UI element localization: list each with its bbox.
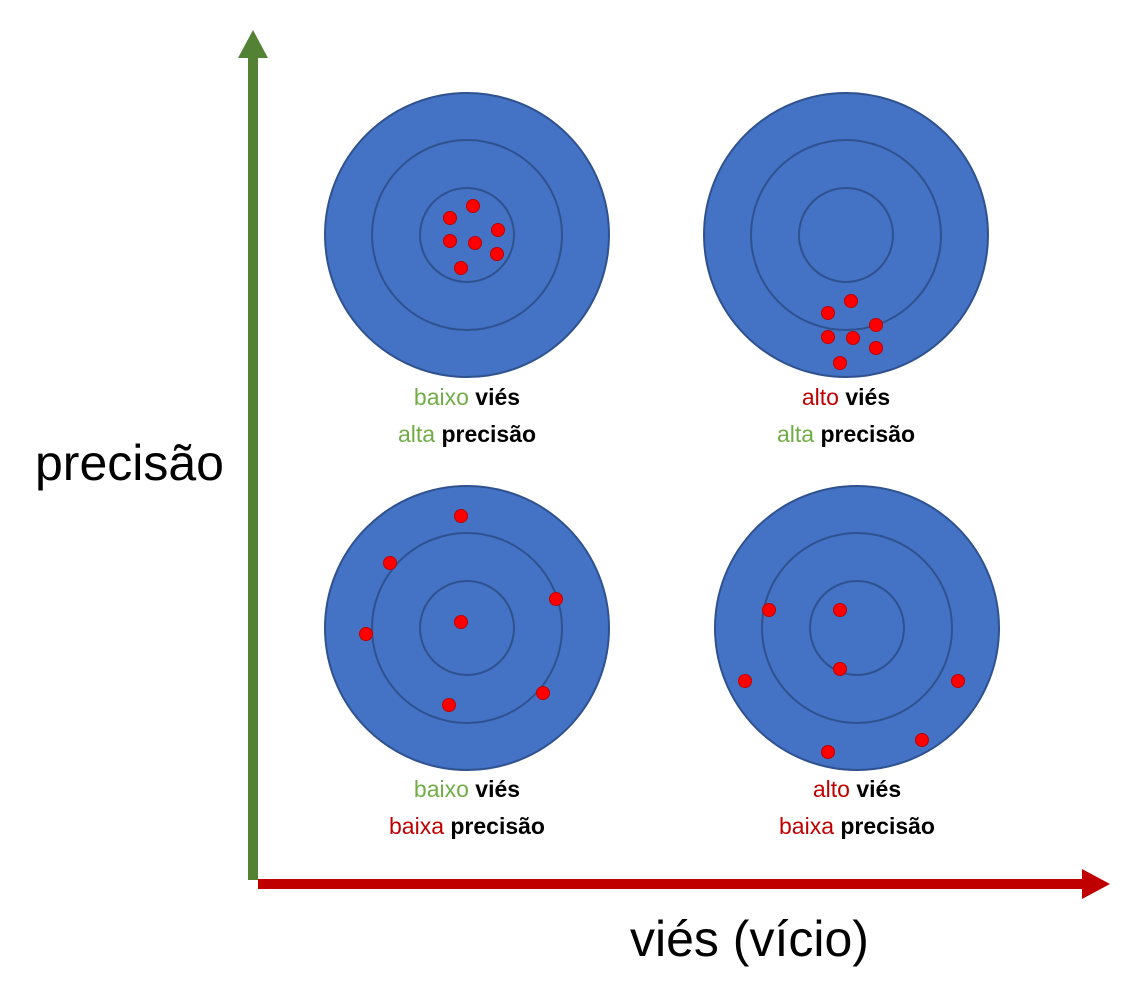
x-axis-arrowhead: [1082, 869, 1110, 899]
x-axis: [258, 869, 1110, 899]
target-outer-ring: [324, 485, 610, 771]
hit-mark: [833, 662, 847, 676]
precision-level: baixa: [779, 813, 834, 839]
precision-noun: precisão: [840, 813, 935, 839]
target-inner-ring: [798, 187, 894, 283]
target-outer-ring: [703, 92, 989, 378]
hit-mark: [466, 199, 480, 213]
bias-level: alto: [802, 384, 839, 410]
target-outer-ring: [324, 92, 610, 378]
hit-mark: [951, 674, 965, 688]
target-panel-low-bias-low-precision: baixo viés baixa precisão: [324, 485, 610, 839]
caption-precision-line: alta precisão: [398, 421, 536, 447]
y-axis: [238, 30, 268, 880]
target-middle-ring: [371, 532, 563, 724]
caption-bias-line: alto viés: [813, 776, 901, 802]
hit-mark: [442, 698, 456, 712]
hit-mark: [821, 306, 835, 320]
bias-noun: viés: [475, 384, 520, 410]
target-inner-ring: [809, 580, 905, 676]
bias-noun: viés: [856, 776, 901, 802]
hit-mark: [833, 603, 847, 617]
target-middle-ring: [371, 139, 563, 331]
precision-noun: precisão: [450, 813, 545, 839]
bias-level: alto: [813, 776, 850, 802]
caption-precision-line: alta precisão: [777, 421, 915, 447]
hit-mark: [454, 261, 468, 275]
hit-mark: [844, 294, 858, 308]
target-middle-ring: [750, 139, 942, 331]
hit-mark: [491, 223, 505, 237]
precision-level: alta: [398, 421, 435, 447]
target-outer-ring: [714, 485, 1000, 771]
hit-mark: [846, 331, 860, 345]
hit-mark: [443, 211, 457, 225]
hit-mark: [359, 627, 373, 641]
bias-noun: viés: [845, 384, 890, 410]
hit-mark: [536, 686, 550, 700]
hit-mark: [738, 674, 752, 688]
caption-bias-line: baixo viés: [414, 776, 520, 802]
precision-level: alta: [777, 421, 814, 447]
hit-mark: [454, 509, 468, 523]
precision-noun: precisão: [820, 421, 915, 447]
target-panel-low-bias-high-precision: baixo viés alta precisão: [324, 92, 610, 447]
hit-marks: [443, 199, 505, 275]
y-axis-arrowhead: [238, 30, 268, 58]
bias-level: baixo: [414, 776, 469, 802]
hit-mark: [869, 318, 883, 332]
hit-mark: [490, 247, 504, 261]
hit-marks: [738, 603, 965, 759]
target-middle-ring: [761, 532, 953, 724]
y-axis-title: precisão: [35, 435, 224, 491]
bias-noun: viés: [475, 776, 520, 802]
hit-mark: [549, 592, 563, 606]
hit-mark: [454, 615, 468, 629]
hit-marks: [821, 294, 883, 370]
hit-mark: [915, 733, 929, 747]
hit-mark: [468, 236, 482, 250]
precision-noun: precisão: [441, 421, 536, 447]
hit-mark: [443, 234, 457, 248]
precision-level: baixa: [389, 813, 444, 839]
target-panel-high-bias-high-precision: alto viés alta precisão: [703, 92, 989, 447]
target-inner-ring: [419, 580, 515, 676]
caption-precision-line: baixa precisão: [389, 813, 545, 839]
hit-mark: [383, 556, 397, 570]
target-inner-ring: [419, 187, 515, 283]
bias-level: baixo: [414, 384, 469, 410]
x-axis-title: viés (vício): [630, 911, 869, 967]
hit-mark: [762, 603, 776, 617]
caption-bias-line: alto viés: [802, 384, 890, 410]
hit-mark: [833, 356, 847, 370]
caption-precision-line: baixa precisão: [779, 813, 935, 839]
hit-mark: [821, 745, 835, 759]
caption-bias-line: baixo viés: [414, 384, 520, 410]
hit-mark: [869, 341, 883, 355]
hit-marks: [359, 509, 563, 712]
hit-mark: [821, 330, 835, 344]
target-panel-high-bias-low-precision: alto viés baixa precisão: [714, 485, 1000, 839]
